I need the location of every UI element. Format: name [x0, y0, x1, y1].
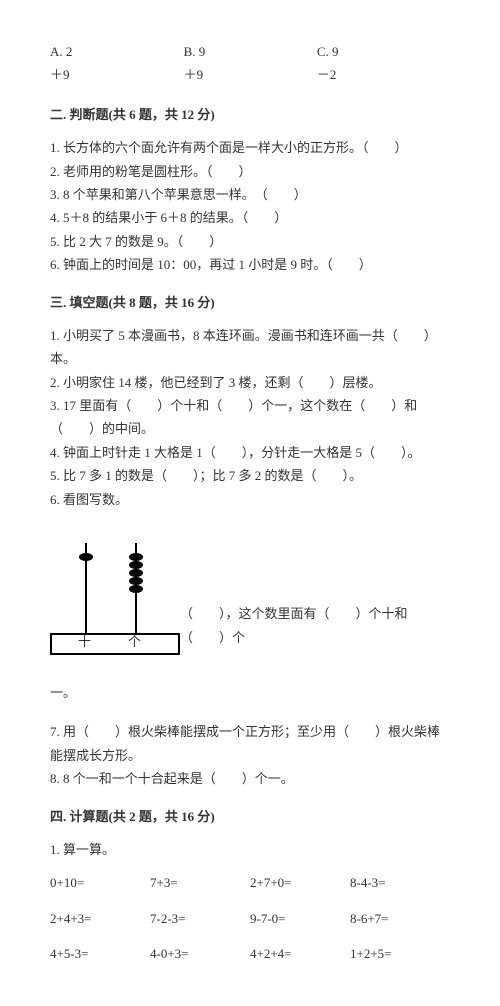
abacus-rod-tens	[85, 543, 87, 633]
fill-item: 1. 小明买了 5 本漫画书，8 本连环画。漫画书和连环画一共（ ）本。	[50, 324, 450, 371]
option-a: A. 2＋9	[50, 40, 74, 87]
calc-grid: 0+10= 7+3= 2+7+0= 8-4-3= 2+4+3= 7-2-3= 9…	[50, 871, 450, 965]
calc-cell: 4+2+4=	[250, 942, 350, 965]
fill-item: 2. 小明家住 14 楼，他已经到了 3 楼，还剩（ ）层楼。	[50, 371, 450, 394]
abacus-label-tens: 十	[78, 630, 91, 653]
abacus-bead	[129, 585, 143, 593]
calc-lead: 1. 算一算。	[50, 838, 450, 861]
fill-list-after: 7. 用（ ）根火柴棒能摆成一个正方形；至少用（ ）根火柴棒能摆成长方形。 8.…	[50, 720, 450, 790]
calc-cell: 8-6+7=	[350, 907, 450, 930]
abacus-label-ones: 个	[128, 630, 141, 653]
abacus-diagram: 十 个	[50, 525, 170, 655]
fill-item: 7. 用（ ）根火柴棒能摆成一个正方形；至少用（ ）根火柴棒能摆成长方形。	[50, 720, 450, 767]
abacus-bead	[129, 553, 143, 561]
abacus-bead	[79, 553, 93, 561]
calc-cell: 7-2-3=	[150, 907, 250, 930]
abacus-caption: （ ），这个数里面有（ ）个十和（ ）个	[180, 602, 450, 655]
section-fill-title: 三. 填空题(共 8 题，共 16 分)	[50, 291, 450, 314]
abacus-figure: 十 个 （ ），这个数里面有（ ）个十和（ ）个	[50, 525, 450, 655]
calc-cell: 8-4-3=	[350, 871, 450, 894]
mc-options: A. 2＋9 B. 9＋9 C. 9－2	[50, 40, 450, 87]
judge-item: 2. 老师用的粉笔是圆柱形。（ ）	[50, 160, 450, 183]
calc-cell: 1+2+5=	[350, 942, 450, 965]
fill-item: 4. 钟面上时针走 1 大格是 1（ ），分针走一大格是 5（ ）。	[50, 441, 450, 464]
abacus-frame	[50, 633, 180, 655]
calc-cell: 7+3=	[150, 871, 250, 894]
calc-cell: 4+5-3=	[50, 942, 150, 965]
abacus-bead	[129, 561, 143, 569]
abacus-bead	[129, 577, 143, 585]
fill-item: 3. 17 里面有（ ）个十和（ ）个一，这个数在（ ）和（ ）的中间。	[50, 394, 450, 441]
calc-cell: 2+7+0=	[250, 871, 350, 894]
judge-list: 1. 长方体的六个面允许有两个面是一样大小的正方形。（ ） 2. 老师用的粉笔是…	[50, 136, 450, 276]
fill-item: 5. 比 7 多 1 的数是（ ）；比 7 多 2 的数是（ ）。	[50, 464, 450, 487]
judge-item: 1. 长方体的六个面允许有两个面是一样大小的正方形。（ ）	[50, 136, 450, 159]
judge-item: 4. 5＋8 的结果小于 6＋8 的结果。（ ）	[50, 206, 450, 229]
fill-item: 6. 看图写数。	[50, 488, 450, 511]
calc-cell: 4-0+3=	[150, 942, 250, 965]
option-b: B. 9＋9	[184, 40, 207, 87]
judge-item: 6. 钟面上的时间是 10：00，再过 1 小时是 9 时。（ ）	[50, 253, 450, 276]
option-c: C. 9－2	[317, 40, 340, 87]
abacus-rod-ones	[135, 543, 137, 633]
calc-cell: 2+4+3=	[50, 907, 150, 930]
judge-item: 3. 8 个苹果和第八个苹果意思一样。 （ ）	[50, 183, 450, 206]
abacus-bead	[129, 569, 143, 577]
fill-list: 1. 小明买了 5 本漫画书，8 本连环画。漫画书和连环画一共（ ）本。 2. …	[50, 324, 450, 511]
calc-cell: 9-7-0=	[250, 907, 350, 930]
section-judge-title: 二. 判断题(共 6 题，共 12 分)	[50, 103, 450, 126]
fill-item: 8. 8 个一和一个十合起来是（ ）个一。	[50, 767, 450, 790]
judge-item: 5. 比 2 大 7 的数是 9。（ ）	[50, 230, 450, 253]
calc-cell: 0+10=	[50, 871, 150, 894]
section-calc-title: 四. 计算题(共 2 题，共 16 分)	[50, 805, 450, 828]
abacus-caption-suffix: 一。	[50, 681, 450, 704]
